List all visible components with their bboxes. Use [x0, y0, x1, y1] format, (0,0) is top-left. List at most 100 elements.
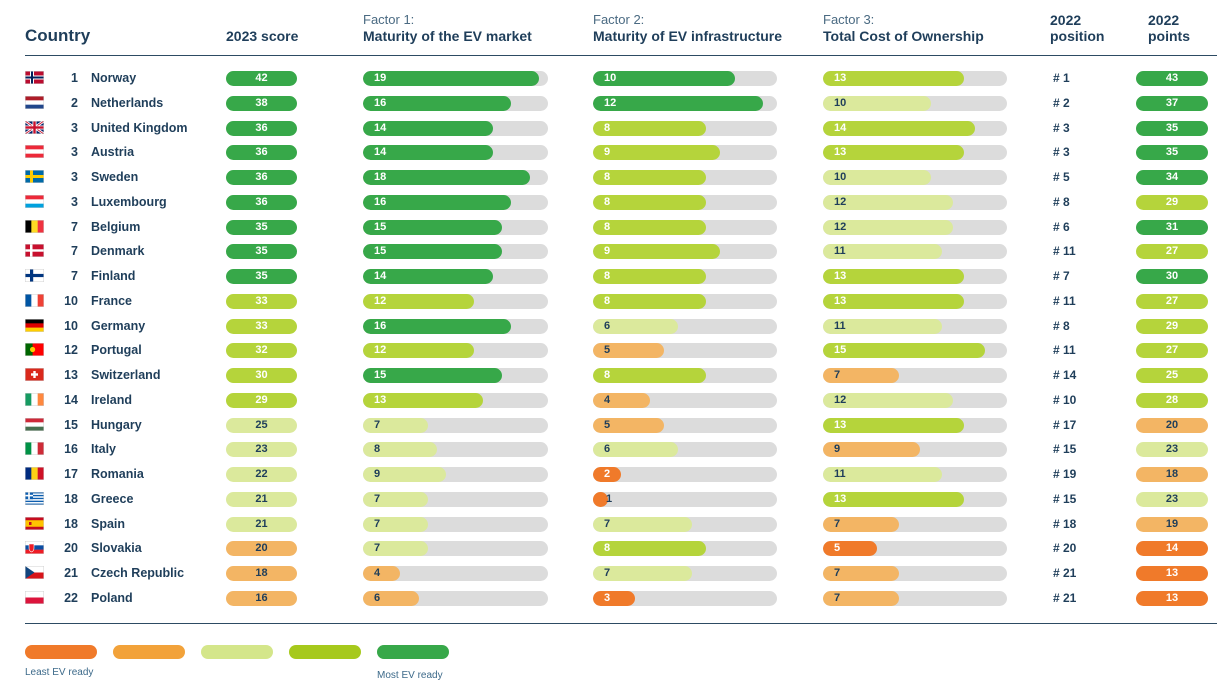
- legend-least-label: Least EV ready: [25, 667, 94, 678]
- factor1-bar: 6: [363, 590, 419, 606]
- table-row: 7 Denmark 35 15 9 11 # 11 27: [0, 241, 1227, 261]
- factor3-value: 13: [834, 270, 847, 282]
- position-2022: # 5: [1053, 170, 1070, 184]
- country-name: Belgium: [91, 219, 141, 234]
- factor1-track: 16: [363, 318, 548, 334]
- factor3-bar: 13: [823, 417, 964, 433]
- factor2-bar: 9: [593, 244, 721, 260]
- factor1-track: 14: [363, 145, 548, 161]
- flag-icon: [25, 566, 44, 579]
- country-name: Germany: [91, 318, 146, 333]
- flag-icon: [25, 392, 45, 406]
- factor2-track: 9: [593, 145, 777, 161]
- flag-icon: [25, 170, 44, 183]
- table-row: 13 Switzerland 30 15 8 7 # 14 25: [0, 365, 1227, 385]
- factor3-bar: 7: [823, 566, 899, 581]
- country-name: France: [91, 293, 132, 308]
- factor1-bar: 8: [363, 442, 437, 458]
- factor1-value: 12: [374, 344, 387, 357]
- points-pill: 29: [1136, 318, 1208, 334]
- factor3-value: 13: [834, 492, 847, 505]
- country-name: Luxembourg: [91, 194, 167, 209]
- rank-label: 3: [71, 194, 78, 209]
- country-name: Czech Republic: [91, 566, 185, 580]
- factor2-value: 8: [604, 121, 611, 134]
- table-row: 10 France 33 12 8 13 # 11 27: [0, 291, 1227, 311]
- score-pill: 35: [226, 244, 297, 260]
- factor1-bar: 15: [363, 368, 502, 383]
- factor1-bar: 15: [363, 219, 502, 235]
- factor1-track: 14: [363, 269, 548, 284]
- points-header-label: points: [1148, 28, 1190, 44]
- factor2-bar: 5: [593, 343, 664, 359]
- flag-icon: [25, 467, 45, 480]
- factor2-track: 2: [593, 467, 777, 482]
- factor1-track: 13: [363, 392, 548, 408]
- factor1-bar: 7: [363, 491, 428, 507]
- factor2-track: 6: [593, 318, 777, 334]
- factor1-value: 7: [374, 492, 381, 505]
- factor1-value: 15: [374, 369, 387, 381]
- factor1-track: 15: [363, 368, 548, 383]
- position-2022: # 6: [1053, 219, 1070, 234]
- factor1-value: 14: [374, 121, 387, 134]
- points-pill: 30: [1136, 269, 1208, 284]
- factor3-track: 7: [823, 566, 1007, 581]
- factor1-bar: 19: [363, 71, 539, 86]
- factor2-value: 5: [604, 418, 611, 431]
- factor3-bar: 13: [823, 145, 964, 161]
- factor1-bar: 14: [363, 269, 493, 284]
- flag-icon: [25, 417, 44, 431]
- factor2-bar: 1: [593, 491, 612, 507]
- points-pill: 14: [1136, 541, 1208, 557]
- factor1-value: 6: [374, 591, 381, 604]
- position-2022: # 8: [1053, 318, 1070, 333]
- country-name: Romania: [91, 467, 144, 481]
- flag-icon: [25, 491, 44, 505]
- factor3-value: 13: [834, 72, 847, 84]
- factor2-value: 8: [604, 220, 611, 233]
- position-2022: # 1: [1053, 71, 1070, 85]
- country-name: Sweden: [91, 170, 139, 184]
- factor3-value: 15: [834, 344, 847, 357]
- factor2-value: 7: [604, 517, 611, 530]
- factor3-bar: 9: [823, 442, 921, 458]
- factor1-value: 12: [374, 294, 387, 307]
- factor2-value: 9: [604, 146, 611, 159]
- table-row: 18 Spain 21 7 7 7 # 18 19: [0, 514, 1227, 534]
- factor3-track: 9: [823, 442, 1007, 458]
- factor3-track: 13: [823, 293, 1007, 309]
- legend-swatch: [25, 645, 97, 659]
- table-row: 3 Sweden 36 18 8 10 # 5 34: [0, 167, 1227, 187]
- position-2022: # 18: [1053, 516, 1077, 531]
- factor1-value: 16: [374, 195, 387, 208]
- country-name: Portugal: [91, 343, 142, 358]
- factor2-track: 8: [593, 293, 777, 309]
- factor1-value: 15: [374, 220, 387, 233]
- score-pill: 21: [226, 491, 297, 507]
- position-2022: # 21: [1053, 566, 1077, 580]
- factor2-value: 8: [604, 195, 611, 208]
- table-row: 18 Greece 21 7 1 13 # 15 23: [0, 489, 1227, 509]
- rank-label: 3: [71, 145, 78, 160]
- flag-icon: [25, 219, 45, 233]
- flag-icon: [25, 71, 44, 84]
- factor1-value: 9: [374, 468, 381, 480]
- score-pill: 42: [226, 71, 297, 86]
- factor2-value: 6: [604, 443, 611, 456]
- factor2-track: 5: [593, 417, 777, 433]
- factor2-track: 8: [593, 120, 777, 136]
- rank-label: 3: [71, 170, 78, 184]
- factor3-bar: 13: [823, 491, 964, 507]
- factor2-bar: 4: [593, 392, 650, 408]
- factor2-bar: 6: [593, 442, 678, 458]
- table-row: 16 Italy 23 8 6 9 # 15 23: [0, 439, 1227, 459]
- country-header: Country: [25, 26, 91, 45]
- rank-label: 10: [64, 293, 78, 308]
- factor1-bar: 7: [363, 417, 428, 433]
- flag-icon: [25, 194, 44, 208]
- factor2-track: 3: [593, 590, 777, 606]
- table-row: 21 Czech Republic 18 4 7 7 # 21 13: [0, 563, 1227, 583]
- factor1-track: 6: [363, 590, 548, 606]
- legend-swatch: [113, 645, 185, 659]
